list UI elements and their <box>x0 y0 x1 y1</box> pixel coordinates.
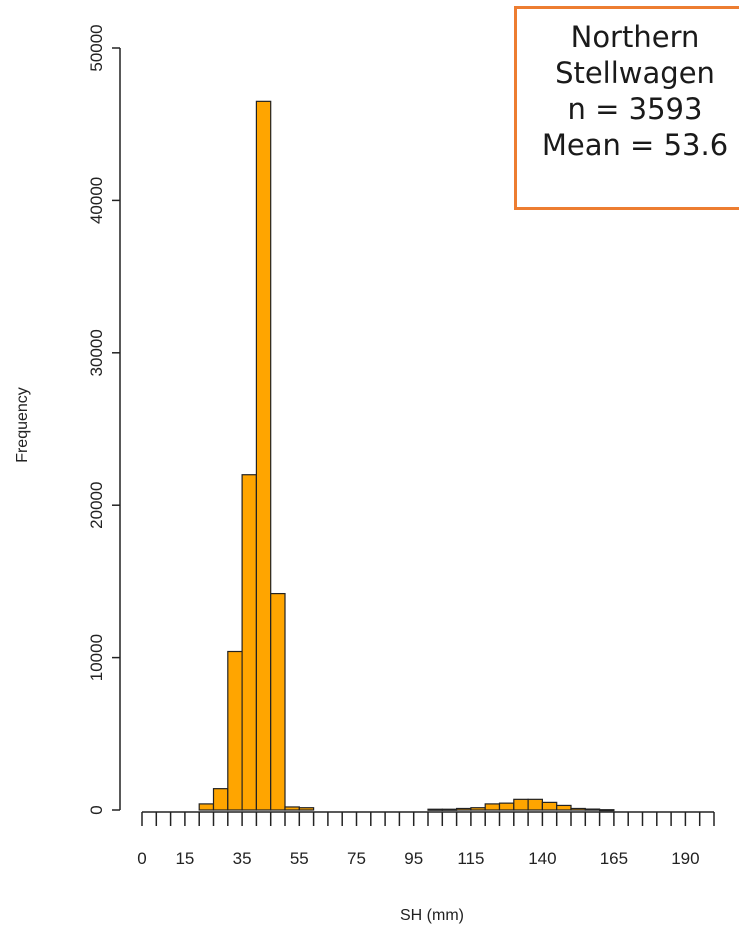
histogram-bar <box>241 474 258 811</box>
x-tick-label: 15 <box>175 849 194 868</box>
y-tick-label: 50000 <box>87 24 106 71</box>
histogram-bar <box>441 808 458 811</box>
annotation-box: Northern Stellwagen n = 3593 Mean = 53.6 <box>514 6 739 210</box>
histogram-bar <box>284 806 300 811</box>
y-axis-title: Frequency <box>14 387 31 463</box>
x-tick-label: 0 <box>137 849 146 868</box>
y-tick-label: 30000 <box>87 329 106 376</box>
annotation-line-2: Stellwagen <box>555 56 715 90</box>
annotation-line-4: Mean = 53.6 <box>541 128 729 162</box>
annotation-line-3: n = 3593 <box>567 92 703 126</box>
histogram-bar <box>570 807 586 811</box>
histogram-bar <box>270 592 286 811</box>
x-tick-label: 115 <box>457 849 484 868</box>
x-tick-label: 140 <box>528 849 556 868</box>
histogram-bar <box>227 650 243 811</box>
histogram-bar <box>198 803 215 811</box>
x-tick-label: 190 <box>671 849 699 868</box>
x-axis: 0 15 35 55 75 95 115 140 165 190 <box>137 811 715 868</box>
histogram-bar <box>527 798 543 811</box>
x-tick-label: 75 <box>347 849 366 868</box>
histogram-bar <box>513 798 529 811</box>
histogram-bar <box>541 801 558 811</box>
x-tick-label: 165 <box>600 849 628 868</box>
x-tick-label: 35 <box>233 849 252 868</box>
y-tick-label: 40000 <box>87 177 106 224</box>
histogram-bar <box>484 803 501 811</box>
y-tick-label: 0 <box>87 805 106 814</box>
y-axis: 0 10000 20000 30000 40000 50000 <box>87 24 121 815</box>
histogram-bar <box>498 802 515 811</box>
histogram-bar <box>456 807 472 811</box>
histogram-bars <box>198 100 615 812</box>
x-tick-label: 95 <box>404 849 423 868</box>
histogram-bar <box>427 808 443 811</box>
histogram-bar <box>470 807 486 811</box>
y-tick-label: 10000 <box>87 634 106 681</box>
y-tick-label: 20000 <box>87 482 106 529</box>
histogram-bar <box>584 808 601 811</box>
x-tick-label: 55 <box>290 849 309 868</box>
histogram-bar <box>556 804 572 811</box>
histogram-bar <box>598 809 615 812</box>
histogram-bar <box>298 807 315 811</box>
annotation-line-1: Northern <box>570 20 700 54</box>
histogram-bar <box>212 788 229 811</box>
x-axis-title: SH (mm) <box>400 907 464 924</box>
histogram-bar <box>255 100 272 811</box>
